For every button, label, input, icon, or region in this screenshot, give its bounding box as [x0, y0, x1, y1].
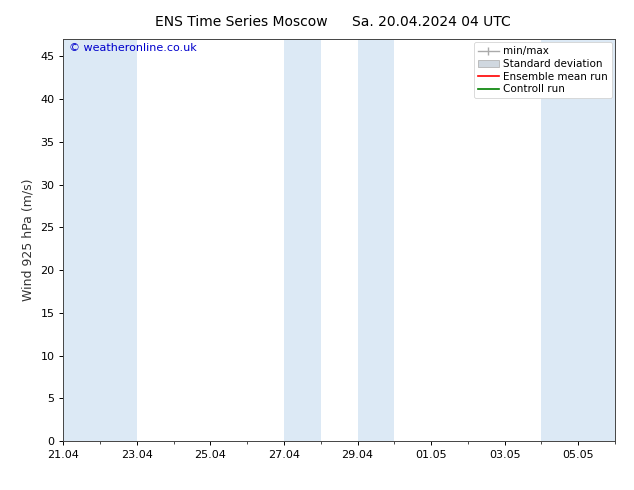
Bar	[541, 39, 615, 441]
Legend: min/max, Standard deviation, Ensemble mean run, Controll run: min/max, Standard deviation, Ensemble me…	[474, 42, 612, 98]
Bar	[63, 39, 137, 441]
Text: © weatheronline.co.uk: © weatheronline.co.uk	[69, 43, 197, 53]
Text: Sa. 20.04.2024 04 UTC: Sa. 20.04.2024 04 UTC	[352, 15, 510, 29]
Bar	[358, 39, 394, 441]
Y-axis label: Wind 925 hPa (m/s): Wind 925 hPa (m/s)	[22, 179, 35, 301]
Bar	[284, 39, 321, 441]
Text: ENS Time Series Moscow: ENS Time Series Moscow	[155, 15, 327, 29]
